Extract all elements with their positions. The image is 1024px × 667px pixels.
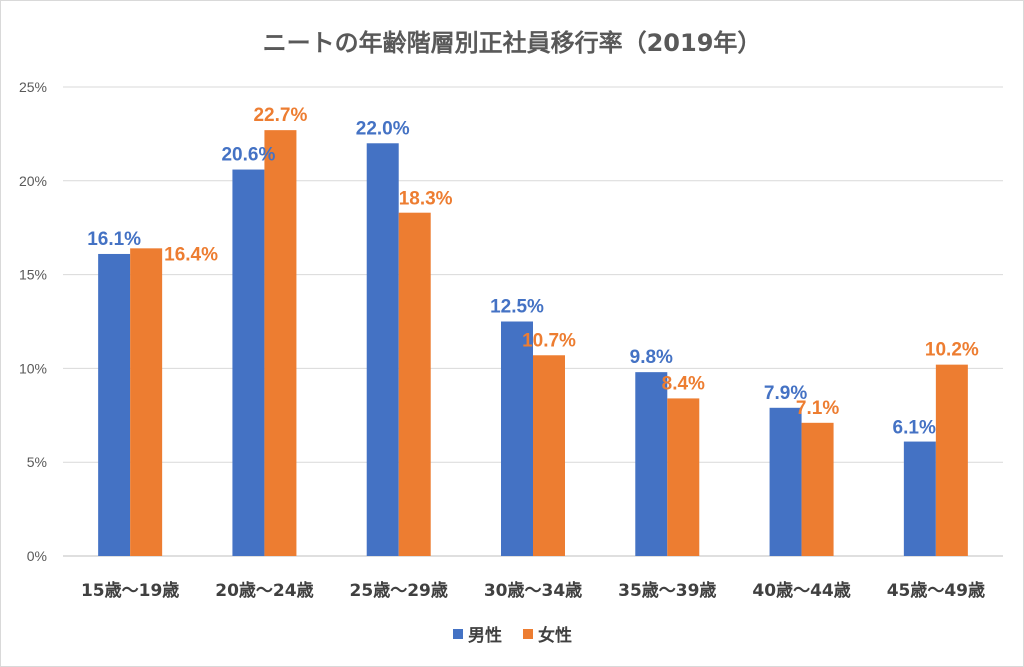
legend-swatch bbox=[453, 629, 463, 639]
data-label: 10.2% bbox=[925, 340, 979, 361]
bar-male bbox=[501, 321, 533, 556]
y-tick-label: 10% bbox=[19, 360, 47, 376]
bar-male bbox=[769, 407, 802, 556]
data-label: 10.7% bbox=[522, 330, 576, 351]
data-label: 16.1% bbox=[87, 229, 141, 250]
bar-female bbox=[264, 130, 297, 556]
bar-female bbox=[801, 422, 834, 556]
x-category-label: 20歳～24歳 bbox=[215, 580, 313, 601]
chart-title: ニートの年齢階層別正社員移行率（2019年） bbox=[263, 29, 762, 57]
y-tick-label: 0% bbox=[27, 548, 47, 564]
data-label: 7.1% bbox=[796, 398, 839, 419]
legend: 男性 女性 bbox=[453, 625, 572, 646]
data-label: 22.0% bbox=[356, 118, 410, 139]
y-axis-ticks: 0% 5% 10% 15% 20% 25% bbox=[19, 79, 47, 564]
bar-male bbox=[635, 372, 668, 556]
data-label: 9.8% bbox=[630, 347, 673, 368]
x-category-label: 30歳～34歳 bbox=[484, 580, 582, 601]
x-category-label: 15歳～19歳 bbox=[81, 580, 179, 601]
x-category-label: 25歳～29歳 bbox=[350, 580, 448, 601]
bar-male bbox=[903, 441, 936, 556]
y-tick-label: 15% bbox=[19, 267, 47, 283]
y-tick-label: 5% bbox=[27, 454, 47, 470]
data-label: 22.7% bbox=[253, 105, 307, 126]
legend-label: 女性 bbox=[538, 625, 572, 646]
bar-female bbox=[398, 212, 431, 556]
data-label: 8.4% bbox=[662, 373, 705, 394]
bar-female bbox=[533, 355, 565, 556]
data-label: 12.5% bbox=[490, 297, 544, 318]
data-label: 20.6% bbox=[221, 145, 275, 166]
data-labels: 16.1% 16.4% 20.6% 22.7% 22.0% 18.3% 12.5% 10.7%… bbox=[87, 105, 979, 438]
bar-female bbox=[935, 364, 968, 556]
bar-male bbox=[366, 143, 399, 556]
bar-female bbox=[667, 398, 700, 556]
legend-label: 男性 bbox=[468, 625, 502, 646]
x-category-label: 35歳～39歳 bbox=[618, 580, 716, 601]
bars bbox=[98, 130, 968, 557]
bar-female bbox=[130, 248, 163, 556]
legend-swatch bbox=[523, 629, 533, 639]
y-tick-label: 20% bbox=[19, 173, 47, 189]
x-category-label: 45歳～49歳 bbox=[887, 580, 985, 601]
bar-male bbox=[98, 253, 131, 557]
data-label: 18.3% bbox=[399, 189, 453, 210]
data-label: 7.9% bbox=[764, 383, 807, 404]
y-tick-label: 25% bbox=[19, 79, 47, 95]
bar-male bbox=[232, 169, 265, 556]
x-axis-categories: 15歳～19歳 20歳～24歳 25歳～29歳 30歳～34歳 35歳～39歳 40歳～4… bbox=[81, 580, 985, 601]
data-label: 6.1% bbox=[893, 418, 936, 439]
x-category-label: 40歳～44歳 bbox=[752, 580, 850, 601]
data-label: 16.4% bbox=[164, 244, 218, 265]
